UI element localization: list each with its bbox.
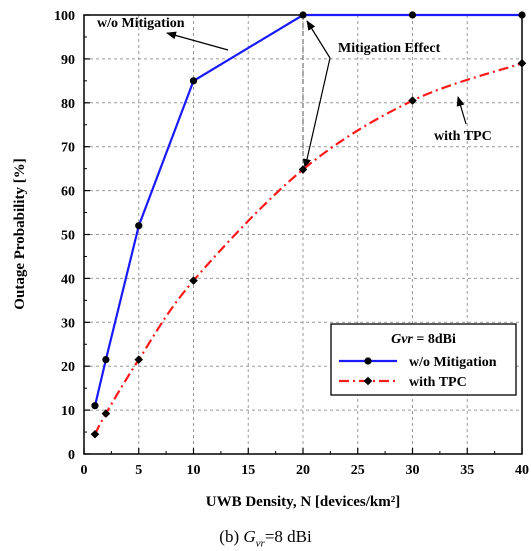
x-tick-label: 10 — [187, 463, 201, 478]
data-point-circle — [91, 402, 99, 410]
y-tick-label: 30 — [61, 316, 75, 331]
x-tick-label: 5 — [135, 463, 142, 478]
data-point-diamond — [189, 276, 198, 285]
x-tick-label: 35 — [460, 463, 474, 478]
annotation-arrow — [456, 96, 467, 125]
legend-title: Gvr = 8dBi — [391, 332, 456, 347]
y-axis-label: Outage Probability [%] — [12, 158, 28, 309]
data-point-diamond — [408, 96, 417, 105]
tick-layer: 0 5 10 15 20 25 30 35 40 0 10 20 30 40 50 60 70 80 90 100 — [54, 9, 529, 478]
y-tick-label: 0 — [68, 448, 75, 463]
annotation-arrow — [306, 20, 331, 59]
legend-label: with TPC — [409, 375, 467, 390]
annotation-text: Mitigation Effect — [338, 41, 441, 56]
y-tick-label: 10 — [61, 404, 75, 419]
chart-svg: 0 5 10 15 20 25 30 35 40 0 10 20 30 40 50 60 70 80 90 100 w… — [12, 9, 529, 510]
y-tick-label: 90 — [61, 53, 75, 68]
data-point-diamond — [134, 355, 144, 364]
annotation-arrow — [303, 57, 331, 169]
data-point-circle — [408, 11, 417, 19]
y-tick-label: 40 — [61, 272, 75, 287]
legend-label: w/o Mitigation — [409, 355, 497, 370]
y-tick-label: 20 — [61, 360, 75, 375]
x-axis-label: UWB Density, N [devices/km²] — [206, 494, 401, 510]
data-point-circle — [135, 222, 143, 230]
x-tick-label: 0 — [81, 463, 88, 478]
data-point-diamond — [101, 409, 111, 418]
x-tick-label: 30 — [406, 463, 420, 478]
annotation-layer: w/o Mitigation Mitigation Effect with TPC — [97, 15, 492, 169]
data-point-diamond — [298, 165, 308, 174]
data-point-diamond — [517, 58, 527, 68]
figure-caption: (b) Gvr=8 dBi — [219, 527, 312, 550]
legend-marker-diamond — [363, 376, 373, 386]
data-point-circle — [102, 356, 110, 364]
annotation-text: with TPC — [434, 129, 492, 144]
data-point-diamond — [90, 429, 100, 439]
data-point-circle — [189, 77, 198, 85]
y-tick-label: 50 — [61, 229, 75, 244]
y-tick-label: 100 — [54, 9, 75, 24]
x-tick-label: 40 — [515, 463, 529, 478]
y-tick-label: 70 — [61, 141, 75, 156]
data-point-circle — [299, 11, 307, 19]
annotation-text: w/o Mitigation — [97, 16, 185, 31]
annotation-arrow — [166, 31, 229, 51]
legend-marker-circle — [364, 357, 372, 365]
y-tick-label: 80 — [61, 97, 75, 112]
y-tick-label: 60 — [61, 185, 75, 200]
legend-box — [330, 323, 517, 396]
series-layer — [90, 11, 527, 439]
x-tick-label: 15 — [241, 463, 255, 478]
x-tick-label: 25 — [351, 463, 365, 478]
x-tick-label: 20 — [296, 463, 310, 478]
data-point-circle — [518, 11, 526, 19]
legend: Gvr = 8dBi w/o Mitigation with TPC — [330, 323, 517, 396]
